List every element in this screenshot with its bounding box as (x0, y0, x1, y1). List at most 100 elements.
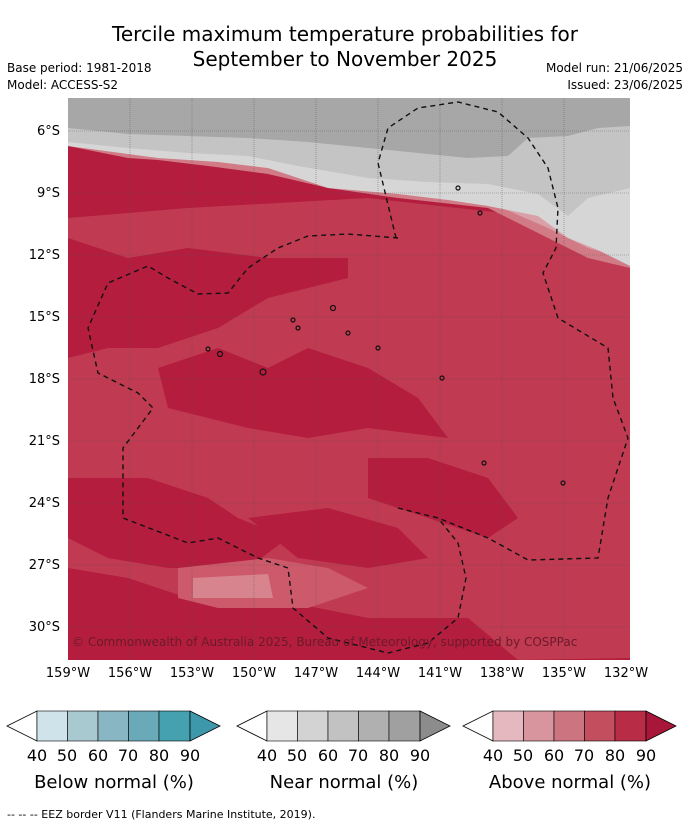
lon-label-138w: 138°W (479, 666, 525, 681)
model-run: Model run: 21/06/2025 (545, 61, 683, 75)
legend-below-normal (6, 710, 221, 742)
lat-label-12s: 12°S (28, 248, 60, 263)
legend-below-tick-70: 70 (117, 746, 139, 765)
graticule (68, 98, 630, 660)
island (439, 375, 445, 381)
island (205, 346, 211, 352)
legend-above-swatch-4 (584, 710, 616, 742)
legend-below-tick-40: 40 (26, 746, 48, 765)
legend-near-extend-high (419, 710, 451, 742)
lon-label-159w: 159°W (45, 666, 91, 681)
lat-label-9s: 9°S (36, 186, 60, 201)
island (290, 317, 296, 323)
lon-label-141w: 141°W (417, 666, 463, 681)
island (481, 460, 487, 466)
island (216, 350, 224, 358)
title-line-1: Tercile maximum temperature probabilitie… (112, 22, 578, 46)
legend-below-extend-low (6, 710, 38, 742)
legend-above-extend-low (462, 710, 494, 742)
lon-label-153w: 153°W (169, 666, 215, 681)
near-normal-80-region (68, 98, 630, 158)
island (560, 480, 566, 486)
legend-below-tick-90: 90 (179, 746, 201, 765)
legend-near-tick-80: 80 (378, 746, 400, 765)
issued-date: Issued: 23/06/2025 (567, 78, 683, 92)
legend-below-swatch-1 (36, 710, 68, 742)
legend-above-tick-70: 70 (573, 746, 595, 765)
legend-below-swatch-3 (97, 710, 129, 742)
lon-label-144w: 144°W (355, 666, 401, 681)
legend-below-swatch-5 (158, 710, 191, 742)
legend-near-swatch-4 (358, 710, 390, 742)
legend-above-tick-40: 40 (482, 746, 504, 765)
island (455, 185, 461, 191)
legend-below-tick-50: 50 (56, 746, 78, 765)
meta-right: Model run: 21/06/2025 Issued: 23/06/2025 (546, 60, 683, 94)
legend-near-title: Near normal (%) (269, 772, 419, 793)
eez-border-french-polynesia (377, 101, 629, 561)
map-svg: © Commonwealth of Australia 2025, Bureau… (68, 98, 630, 660)
lon-label-132w: 132°W (603, 666, 649, 681)
legend-above-tick-60: 60 (543, 746, 565, 765)
title-line-2: September to November 2025 (192, 47, 498, 71)
legend-near-swatch-1 (266, 710, 298, 742)
legend-near-tick-90: 90 (409, 746, 431, 765)
legend-below-extend-high (189, 710, 221, 742)
legend-near-tick-50: 50 (286, 746, 308, 765)
map-title: Tercile maximum temperature probabilitie… (0, 22, 690, 72)
map-panel: © Commonwealth of Australia 2025, Bureau… (68, 98, 630, 660)
legend-below-swatch-2 (67, 710, 99, 742)
above-normal-90-patch-2 (158, 348, 448, 438)
legend-above-swatch-3 (553, 710, 585, 742)
legend-near-tick-40: 40 (256, 746, 278, 765)
above-normal-90-patch-5 (248, 508, 428, 568)
legend-below-tick-60: 60 (87, 746, 109, 765)
lon-label-150w: 150°W (231, 666, 277, 681)
legend-near-extend-low (236, 710, 268, 742)
legend-above-tick-80: 80 (604, 746, 626, 765)
meta-left: Base period: 1981-2018 Model: ACCESS-S2 (7, 60, 152, 94)
legend-above-tick-50: 50 (512, 746, 534, 765)
legend-near-tick-60: 60 (317, 746, 339, 765)
base-period: Base period: 1981-2018 (7, 61, 152, 75)
eez-borders (87, 101, 629, 654)
eez-border-cook-islands (87, 233, 467, 654)
lat-label-6s: 6°S (36, 124, 60, 139)
island (259, 368, 267, 376)
legend-near-tick-70: 70 (347, 746, 369, 765)
lat-label-15s: 15°S (28, 310, 60, 325)
lat-label-24s: 24°S (28, 496, 60, 511)
legend-above-swatch-1 (492, 710, 524, 742)
legend-below-title: Below normal (%) (34, 772, 194, 793)
lon-label-147w: 147°W (293, 666, 339, 681)
island (375, 345, 381, 351)
above-normal-90-patch-3 (368, 458, 518, 538)
above-normal-60-patch (193, 574, 273, 598)
above-normal-90-patch-1 (68, 238, 348, 358)
lat-label-21s: 21°S (28, 434, 60, 449)
legend-above-swatch-2 (523, 710, 555, 742)
legend-near-normal (236, 710, 451, 742)
legend-below-swatch-4 (128, 710, 160, 742)
island (329, 304, 337, 312)
island (477, 210, 483, 216)
legend-above-extend-high (645, 710, 677, 742)
legend-near-swatch-3 (327, 710, 359, 742)
lat-label-30s: 30°S (28, 620, 60, 635)
lat-label-18s: 18°S (28, 372, 60, 387)
islands (205, 185, 566, 486)
legend-above-normal (462, 710, 677, 742)
eez-footnote: -- -- -- EEZ border V11 (Flanders Marine… (7, 808, 316, 821)
lon-label-156w: 156°W (107, 666, 153, 681)
island (295, 325, 301, 331)
copyright-text: © Commonwealth of Australia 2025, Bureau… (72, 635, 577, 649)
legend-above-tick-90: 90 (635, 746, 657, 765)
lon-label-135w: 135°W (541, 666, 587, 681)
legend-near-swatch-5 (388, 710, 421, 742)
legend-above-swatch-5 (614, 710, 647, 742)
lat-label-27s: 27°S (28, 558, 60, 573)
legend-above-title: Above normal (%) (488, 772, 652, 793)
legend-below-tick-80: 80 (148, 746, 170, 765)
island (345, 330, 351, 336)
legend-near-swatch-2 (297, 710, 329, 742)
